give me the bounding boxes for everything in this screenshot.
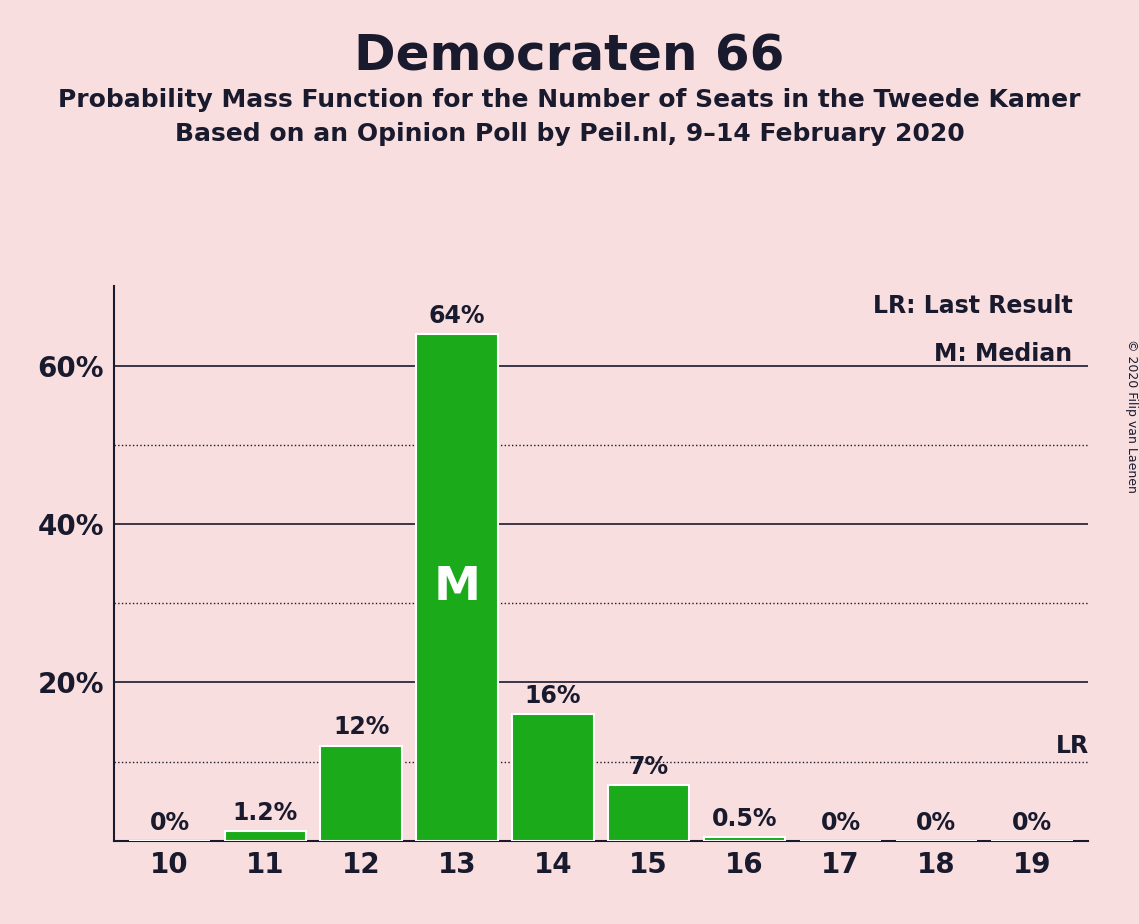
Text: 1.2%: 1.2% (232, 801, 298, 825)
Bar (704, 837, 785, 841)
Bar (608, 785, 689, 841)
Text: 7%: 7% (629, 755, 669, 779)
Text: 0%: 0% (1013, 810, 1052, 834)
Bar (320, 746, 402, 841)
Bar (417, 334, 498, 841)
Text: 0%: 0% (820, 810, 860, 834)
Text: 0.5%: 0.5% (712, 807, 777, 831)
Bar (513, 714, 593, 841)
Text: © 2020 Filip van Laenen: © 2020 Filip van Laenen (1124, 339, 1138, 492)
Text: Based on an Opinion Poll by Peil.nl, 9–14 February 2020: Based on an Opinion Poll by Peil.nl, 9–1… (174, 122, 965, 146)
Text: M: Median: M: Median (934, 342, 1073, 366)
Bar (224, 832, 306, 841)
Text: LR: Last Result: LR: Last Result (872, 295, 1073, 319)
Text: LR: LR (1056, 734, 1089, 758)
Text: 12%: 12% (333, 715, 390, 739)
Text: Democraten 66: Democraten 66 (354, 32, 785, 80)
Text: M: M (434, 565, 481, 610)
Text: Probability Mass Function for the Number of Seats in the Tweede Kamer: Probability Mass Function for the Number… (58, 88, 1081, 112)
Text: 16%: 16% (525, 684, 581, 708)
Text: 64%: 64% (428, 304, 485, 328)
Text: 0%: 0% (916, 810, 957, 834)
Text: 0%: 0% (149, 810, 189, 834)
